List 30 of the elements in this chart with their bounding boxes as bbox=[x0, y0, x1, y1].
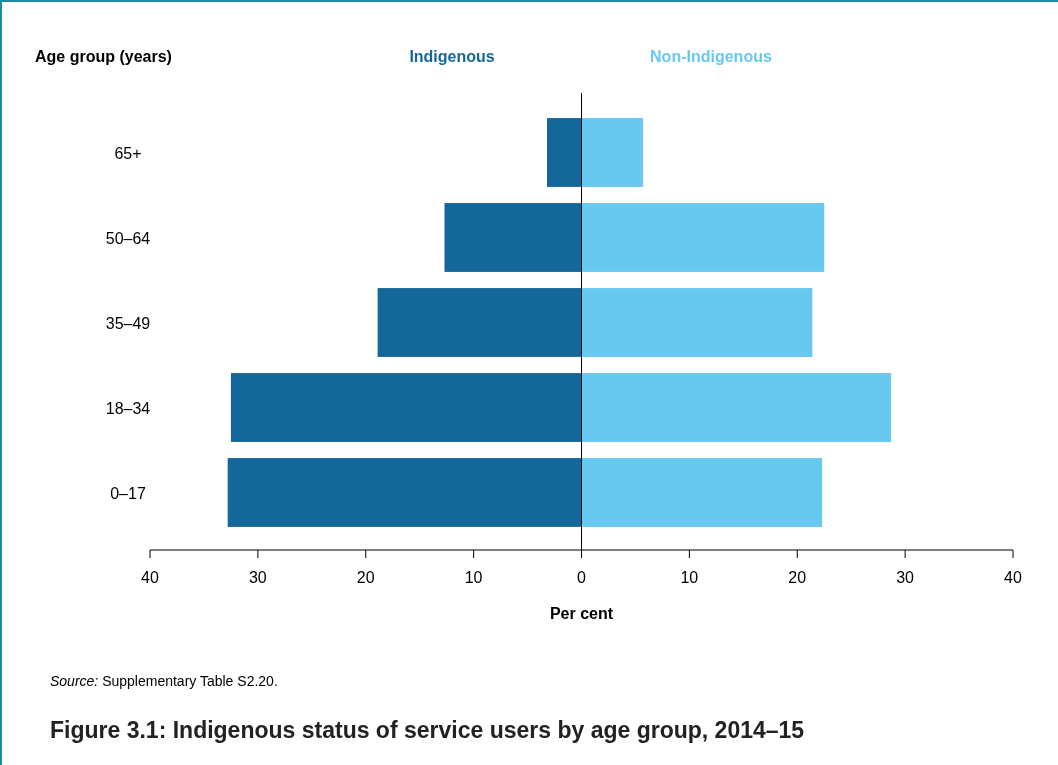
text: Non-Indigenous bbox=[650, 48, 772, 65]
y-tick-label: 0–17 bbox=[110, 484, 146, 502]
x-tick-label: 20 bbox=[356, 569, 375, 586]
x-tick-label: 20 bbox=[788, 569, 807, 586]
bar bbox=[581, 373, 892, 442]
bar bbox=[581, 458, 823, 527]
text: Indigenous bbox=[409, 48, 495, 65]
x-tick-label: 30 bbox=[896, 569, 915, 586]
source-note: Source: Supplementary Table S2.20. bbox=[50, 673, 278, 689]
y-axis-title: Age group (years) bbox=[35, 48, 172, 65]
bar bbox=[227, 458, 582, 527]
bar bbox=[377, 288, 582, 357]
x-tick-label: 0 bbox=[577, 569, 587, 586]
bar bbox=[581, 288, 813, 357]
bar bbox=[444, 203, 582, 272]
y-tick-label: 18–34 bbox=[105, 399, 151, 417]
y-tick-label: 35–49 bbox=[105, 314, 151, 332]
bar bbox=[230, 373, 582, 442]
bar bbox=[581, 203, 825, 272]
y-tick-label: 65+ bbox=[114, 144, 142, 162]
text: Figure 3.1: Indigenous status of service users by age group, 2014–15 bbox=[50, 717, 805, 743]
bar bbox=[546, 118, 582, 187]
x-tick-label: 10 bbox=[464, 569, 483, 586]
y-tick-label: 50–64 bbox=[105, 229, 151, 247]
x-tick-label: 10 bbox=[680, 569, 699, 586]
x-tick-label: 30 bbox=[248, 569, 267, 586]
x-tick-label: 40 bbox=[1004, 569, 1022, 586]
x-tick-label: 40 bbox=[141, 569, 159, 586]
bar bbox=[581, 118, 643, 187]
x-axis-title: Per cent bbox=[549, 605, 614, 622]
